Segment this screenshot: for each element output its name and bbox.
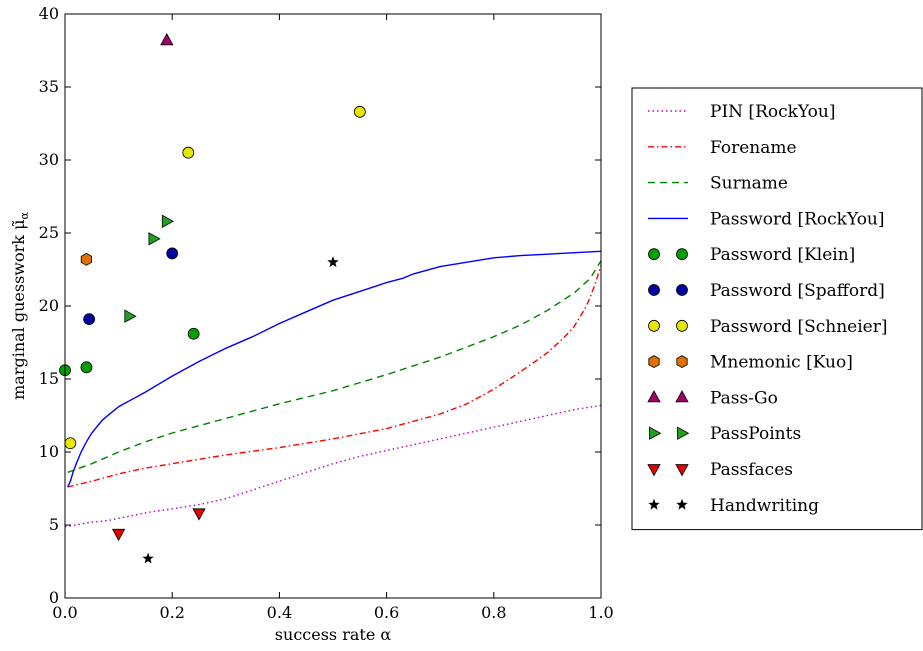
x-tick-label: 0.8 [481, 603, 506, 622]
points-layer [59, 32, 366, 564]
y-tick-label: 40 [39, 4, 59, 23]
legend-marker-handwriting [676, 498, 688, 510]
legend-label-password-klein: Password [Klein] [710, 245, 855, 265]
y-tick-label: 30 [39, 150, 59, 169]
legend-label-pin-rockyou: PIN [RockYou] [710, 102, 835, 122]
x-tick-label: 0.0 [52, 603, 77, 622]
legend-marker-password-schneier [648, 319, 660, 332]
legend-marker-passpoints [649, 426, 662, 440]
legend-marker-pass-go [675, 390, 689, 403]
legend-label-mnemonic-kuo: Mnemonic [Kuo] [710, 353, 853, 373]
legend-marker-password-klein [676, 248, 688, 261]
point-passpoints [124, 309, 137, 323]
y-tick-label: 35 [39, 77, 59, 96]
point-passfaces [111, 528, 126, 542]
legend-label-password-schneier: Password [Schneier] [710, 317, 887, 337]
y-tick-label: 15 [39, 369, 59, 388]
y-axis-label-subscript: α [18, 212, 31, 220]
point-mnemonic-kuo [80, 252, 92, 266]
legend-marker-passpoints [677, 426, 690, 440]
legend-marker-password-spafford [648, 284, 660, 296]
ticks-layer: 0.0 0.2 0.4 0.6 0.8 1.0 0 5 10 15 20 25 30 35 40 [39, 4, 614, 622]
y-tick-label: 10 [39, 442, 59, 461]
point-passfaces [192, 508, 206, 521]
legend-marker-mnemonic-kuo [648, 355, 660, 369]
y-tick-label: 20 [39, 296, 59, 315]
legend-marker-password-spafford [676, 284, 688, 296]
legend-label-handwriting: Handwriting [710, 496, 819, 516]
x-axis-label: success rate α [275, 625, 392, 644]
legend-marker-mnemonic-kuo [676, 355, 688, 369]
legend-label-passfaces: Passfaces [710, 460, 793, 480]
point-password-klein [187, 327, 200, 340]
legend-marker-passfaces [675, 464, 689, 477]
legend-marker-pass-go [647, 390, 661, 403]
x-tick-label: 1.0 [588, 603, 613, 622]
point-pass-go [160, 32, 174, 46]
y-axis-label-main: marginal guesswork μ̃ [9, 220, 28, 400]
point-password-spafford [83, 313, 96, 326]
point-password-schneier [182, 146, 195, 159]
point-handwriting [327, 256, 339, 268]
x-tick-label: 0.2 [159, 603, 184, 622]
legend-label-password-spafford: Password [Spafford] [710, 281, 885, 301]
legend-marker-handwriting [648, 498, 660, 510]
y-tick-label: 5 [49, 515, 59, 534]
series-line-password-rockyou [67, 250, 602, 488]
plot-frame [64, 13, 602, 599]
point-password-schneier [64, 437, 77, 450]
lines-layer [64, 250, 602, 528]
legend-label-passpoints: PassPoints [710, 424, 801, 444]
legend-marker-password-klein [648, 248, 660, 261]
x-tick-label: 0.6 [374, 603, 399, 622]
series-line-pin-rockyou [64, 404, 602, 528]
legend-box [631, 87, 923, 531]
legend-label-forename: Forename [710, 138, 797, 158]
x-tick-label: 0.4 [267, 603, 292, 622]
point-password-schneier [353, 105, 366, 118]
point-passpoints [161, 214, 175, 228]
point-handwriting [142, 552, 154, 564]
point-passpoints [148, 232, 161, 246]
legend-label-surname: Surname [710, 174, 788, 194]
point-password-klein [80, 361, 93, 374]
point-password-spafford [166, 247, 179, 260]
series-line-surname [67, 260, 602, 474]
y-axis-label: marginal guesswork μ̃α [9, 212, 31, 400]
legend: PIN [RockYou] Forename Surname Password [Ro… [631, 87, 923, 531]
series-line-forename [67, 264, 602, 488]
legend-marker-password-schneier [676, 319, 688, 332]
legend-marker-passfaces [647, 464, 661, 477]
legend-label-password-rockyou: Password [RockYou] [710, 209, 885, 229]
y-tick-label: 0 [49, 588, 59, 607]
y-tick-label: 25 [39, 223, 59, 242]
legend-label-pass-go: Pass-Go [710, 388, 778, 408]
